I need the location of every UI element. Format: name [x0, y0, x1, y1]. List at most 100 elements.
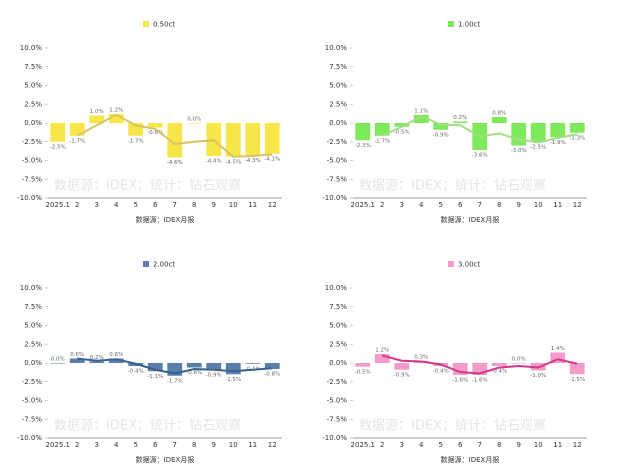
value-label: 0.8% — [492, 111, 506, 117]
x-tick-label: 3 — [95, 441, 99, 449]
trend-line — [381, 354, 578, 375]
value-label: 0.6% — [109, 352, 123, 358]
value-label: -1.0% — [530, 373, 546, 379]
y-tick-label: -10.0% — [322, 434, 347, 442]
x-tick-label: 3 — [95, 201, 99, 209]
legend-label: 1.00ct — [458, 21, 480, 29]
y-tick-label: -10.0% — [322, 194, 347, 202]
y-tick-label: 0.0% — [24, 359, 42, 367]
value-label: 1.0% — [90, 109, 104, 115]
bar — [550, 123, 566, 138]
value-label: -0.9% — [433, 132, 449, 138]
bar — [264, 123, 280, 154]
value-label: -1.1% — [147, 374, 163, 380]
value-label: 1.4% — [551, 346, 565, 352]
y-tick-label: 7.5% — [24, 63, 42, 71]
value-label: -2.3% — [355, 143, 371, 149]
y-tick-label: -5.0% — [327, 397, 348, 405]
value-label: -0.9% — [206, 372, 222, 378]
bar — [69, 123, 85, 136]
bar — [147, 363, 163, 372]
value-label: -0.4% — [433, 369, 449, 375]
watermark: 数据源：IDEX；统计：钻石观察 — [54, 419, 241, 434]
value-label: -4.5% — [225, 159, 241, 165]
bar — [530, 123, 546, 142]
value-label: 0.0% — [512, 357, 526, 363]
value-label: -1.6% — [452, 378, 468, 384]
value-label: -1.9% — [550, 140, 566, 146]
x-tick-label: 2025.1 — [351, 201, 376, 209]
x-axis-title: 数据源：IDEX月报 — [136, 215, 195, 224]
y-tick-label: 5.0% — [329, 322, 347, 330]
value-label: -3.0% — [511, 148, 527, 154]
y-tick-label: 0.0% — [329, 119, 347, 127]
bar — [413, 114, 429, 123]
trend-line — [381, 115, 578, 144]
x-tick-label: 12 — [268, 441, 277, 449]
value-label: -4.1% — [264, 156, 280, 162]
trend-line — [76, 113, 273, 158]
value-label: -1.7% — [167, 378, 183, 384]
bar — [511, 123, 527, 146]
bar — [186, 123, 202, 124]
watermark: 数据源：IDEX；统计：钻石观察 — [359, 179, 546, 194]
legend-swatch — [143, 21, 149, 27]
y-tick-label: -2.5% — [327, 138, 348, 146]
bar — [167, 123, 183, 158]
legend-label: 0.50ct — [153, 21, 175, 29]
value-label: -4.3% — [245, 158, 261, 164]
bar — [89, 115, 105, 123]
x-tick-label: 9 — [212, 441, 216, 449]
x-tick-label: 9 — [517, 201, 521, 209]
bar — [245, 363, 261, 364]
bar — [491, 363, 507, 366]
x-tick-label: 11 — [248, 201, 257, 209]
x-tick-label: 2 — [380, 201, 384, 209]
x-tick-label: 2 — [75, 201, 79, 209]
value-label: -0.8% — [264, 372, 280, 378]
bar — [355, 123, 371, 141]
x-tick-label: 5 — [439, 441, 443, 449]
y-tick-label: -5.0% — [327, 157, 348, 165]
y-tick-label: -7.5% — [327, 415, 348, 423]
x-tick-label: 10 — [229, 201, 238, 209]
x-tick-label: 8 — [192, 201, 196, 209]
bar — [206, 363, 222, 370]
y-tick-label: -7.5% — [22, 415, 43, 423]
x-tick-label: 12 — [573, 201, 582, 209]
bar — [264, 363, 280, 369]
x-tick-label: 5 — [439, 201, 443, 209]
x-tick-label: 2025.1 — [46, 201, 71, 209]
x-tick-label: 9 — [212, 201, 216, 209]
bar — [374, 354, 390, 363]
y-tick-label: -5.0% — [22, 157, 43, 165]
x-tick-label: 6 — [458, 201, 463, 209]
x-axis-title: 数据源：IDEX月报 — [441, 455, 500, 464]
bar — [491, 117, 507, 123]
value-label: 0.6% — [70, 352, 84, 358]
x-tick-label: 4 — [114, 441, 119, 449]
x-tick-label: 2 — [380, 441, 384, 449]
x-tick-label: 2 — [75, 441, 79, 449]
y-tick-label: 2.5% — [24, 340, 42, 348]
y-tick-label: -10.0% — [17, 434, 42, 442]
value-label: 0.0% — [187, 117, 201, 123]
x-tick-label: 3 — [400, 441, 404, 449]
bar — [550, 352, 566, 363]
bar — [50, 363, 66, 364]
y-tick-label: 0.0% — [329, 359, 347, 367]
value-label: 1.1% — [414, 108, 428, 114]
bar — [89, 361, 105, 363]
y-tick-label: 7.5% — [329, 303, 347, 311]
x-tick-label: 11 — [553, 441, 562, 449]
legend-swatch — [143, 261, 149, 267]
bar — [225, 363, 241, 375]
value-label: -2.5% — [50, 144, 66, 150]
bar — [511, 363, 527, 364]
watermark: 数据源：IDEX；统计：钻石观察 — [54, 179, 241, 194]
x-tick-label: 6 — [153, 201, 158, 209]
y-tick-label: 7.5% — [329, 63, 347, 71]
y-tick-label: 2.5% — [24, 100, 42, 108]
value-label: -0.4% — [491, 369, 507, 375]
value-label: -1.5% — [225, 377, 241, 383]
